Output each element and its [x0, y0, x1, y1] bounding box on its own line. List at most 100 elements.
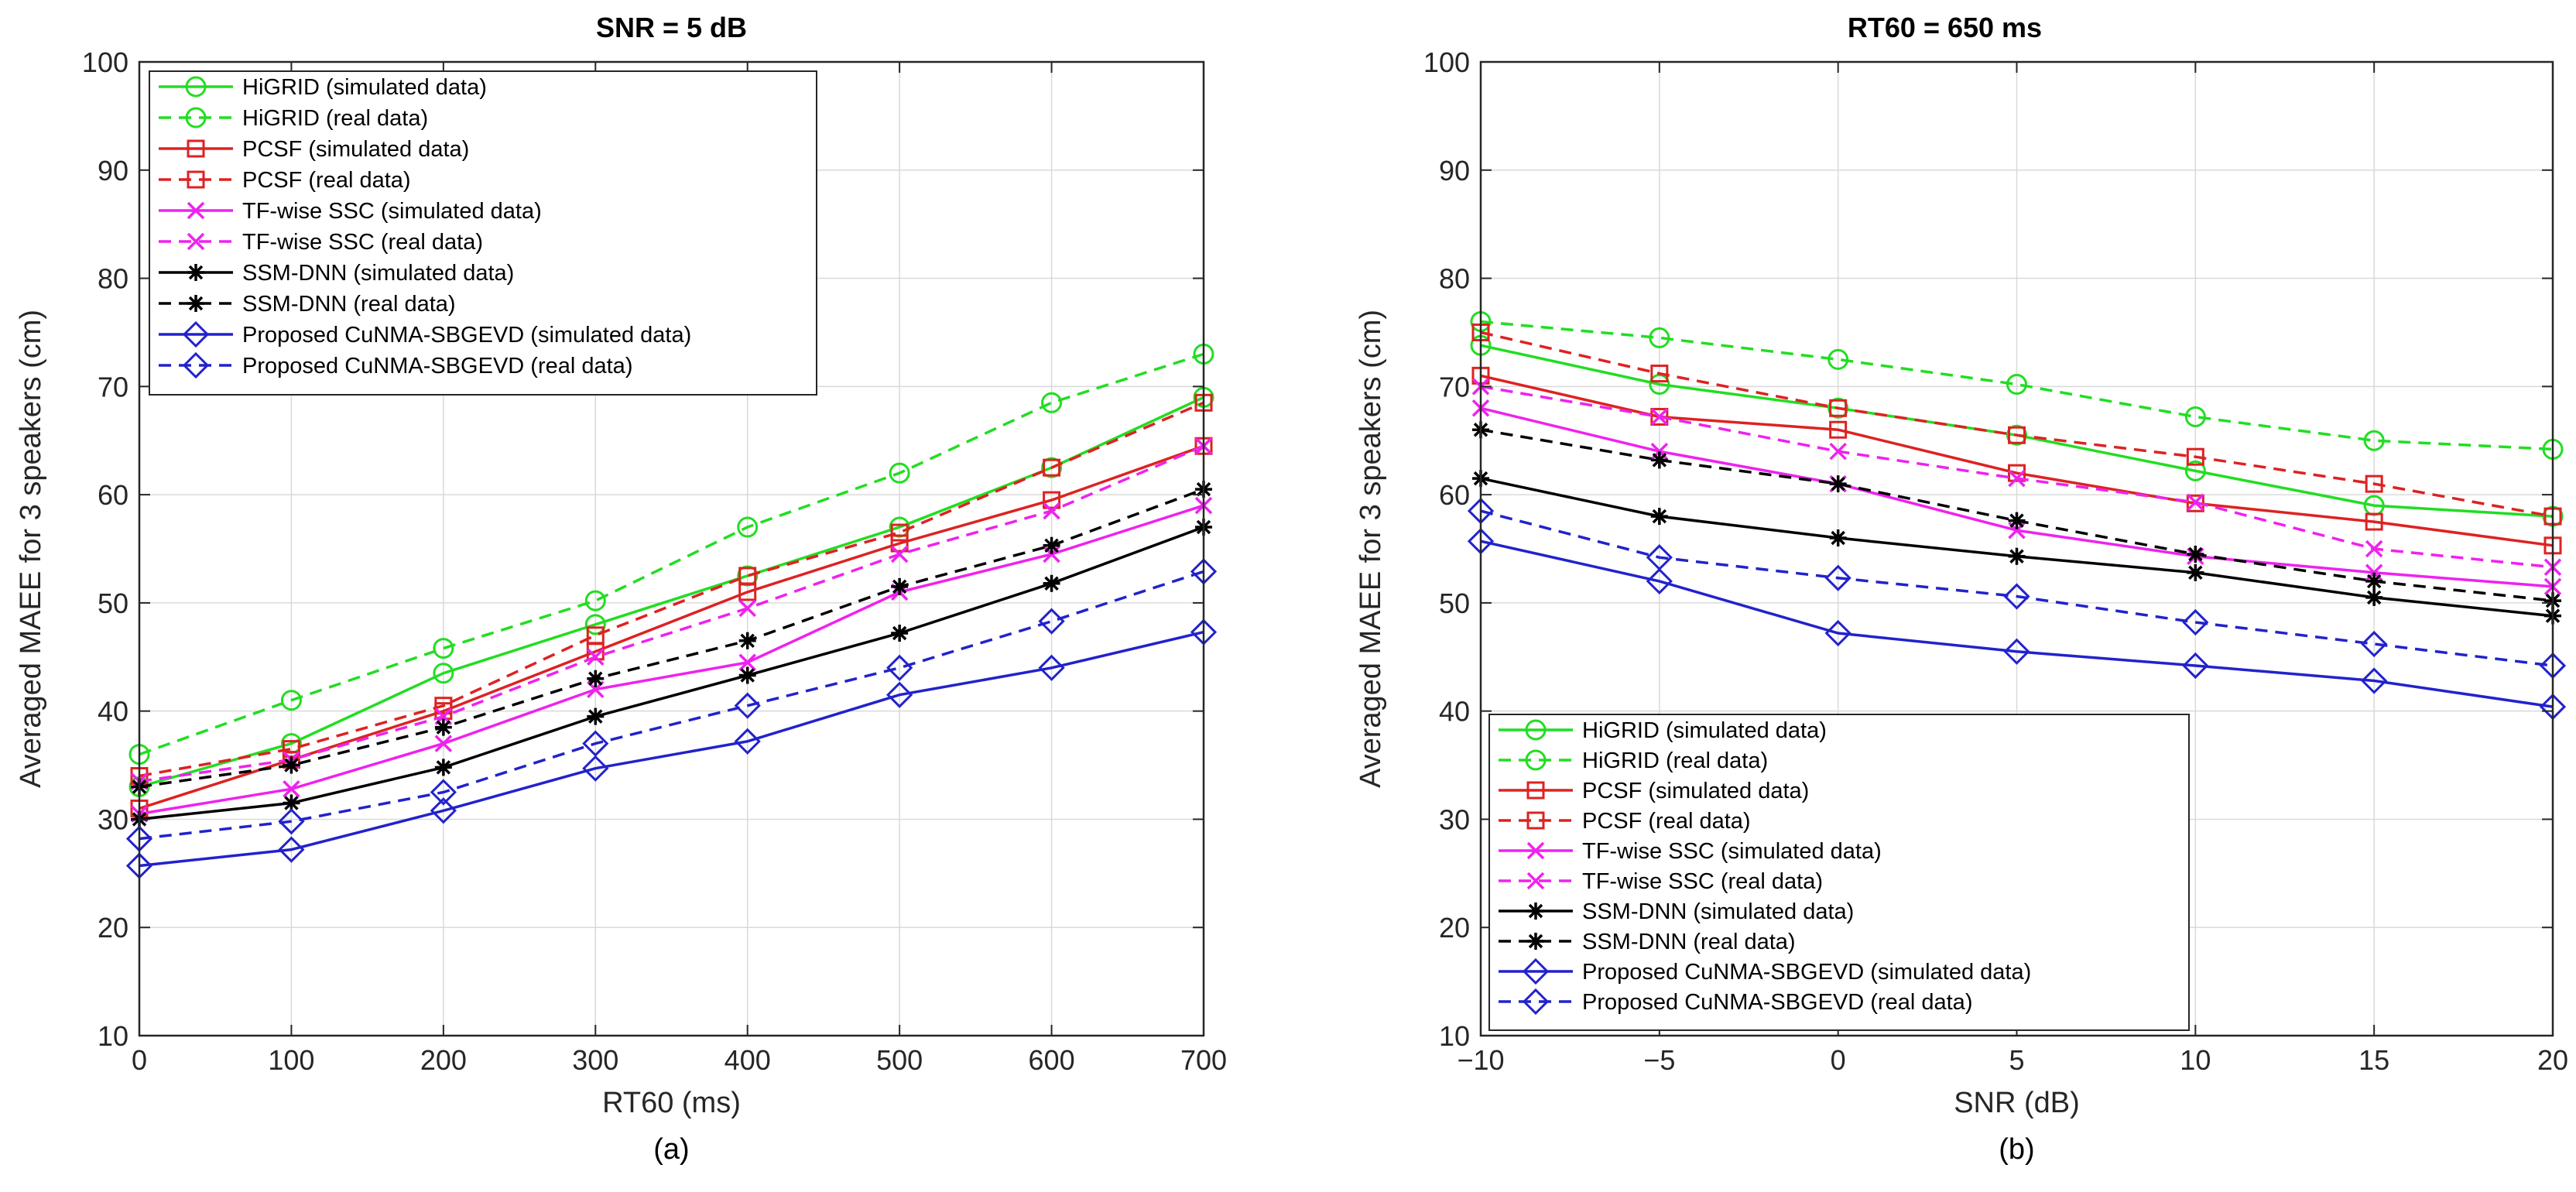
- data-point: [2003, 583, 2030, 610]
- data-point: [283, 780, 300, 798]
- data-point: [2365, 512, 2383, 531]
- y-tick-label: 40: [98, 696, 128, 728]
- data-point: [1650, 508, 1668, 526]
- chart-title: SNR = 5 dB: [596, 12, 747, 43]
- data-point: [283, 756, 300, 774]
- data-point: [1041, 392, 1063, 413]
- data-point: [1649, 374, 1670, 396]
- legend-label: SSM-DNN (real data): [242, 292, 456, 317]
- legend-marker: [187, 264, 204, 281]
- data-point: [280, 690, 302, 711]
- legend: HiGRID (simulated data) HiGRID (real data…: [149, 70, 817, 396]
- data-point: [1828, 348, 1849, 370]
- data-point: [738, 632, 756, 649]
- y-tick-label: 80: [98, 263, 128, 295]
- x-tick-label: 15: [2358, 1044, 2389, 1076]
- data-point: [737, 516, 759, 538]
- data-point: [2003, 638, 2030, 665]
- legend-marker: [1525, 749, 1547, 771]
- legend: HiGRID (simulated data) HiGRID (real data…: [1488, 714, 2190, 1031]
- y-tick-label: 30: [98, 803, 128, 835]
- series-line: [139, 630, 1204, 868]
- data-point: [434, 735, 453, 752]
- data-point: [2365, 474, 2383, 493]
- data-point: [434, 759, 452, 776]
- series-line: [139, 444, 1204, 810]
- legend-label: Proposed CuNMA-SBGEVD (simulated data): [1582, 960, 2031, 985]
- data-point: [2008, 426, 2026, 444]
- data-point: [1650, 407, 1669, 426]
- axis-ticks: 0 100 200 300 400 500 600 700 10 20 30 40 50 60 70 80 90…: [82, 46, 1227, 1076]
- data-point: [430, 779, 457, 806]
- data-point: [2361, 667, 2388, 694]
- data-point: [1043, 574, 1060, 592]
- y-axis-label: Averaged MAEE for 3 speakers (cm): [1355, 310, 1387, 788]
- y-tick-label: 80: [1439, 263, 1470, 295]
- x-tick-label: 0: [1831, 1044, 1846, 1076]
- data-point: [2365, 588, 2383, 606]
- y-tick-label: 60: [1439, 479, 1470, 511]
- data-point: [278, 808, 305, 835]
- y-tick-label: 70: [1439, 371, 1470, 402]
- legend-box: [1488, 714, 2190, 1031]
- data-point: [738, 567, 757, 585]
- y-axis-label: Averaged MAEE for 3 speakers (cm): [15, 310, 47, 788]
- x-tick-label: 500: [876, 1044, 923, 1076]
- data-point: [584, 614, 606, 635]
- x-tick-label: 600: [1029, 1044, 1075, 1076]
- data-point: [1038, 608, 1065, 635]
- plot-frame: [138, 60, 1205, 1037]
- legend-marker: [187, 295, 204, 312]
- data-point: [2363, 430, 2385, 451]
- legend-marker: [1526, 811, 1545, 830]
- data-point: [1829, 399, 1848, 417]
- data-point: [886, 681, 913, 708]
- data-point: [2008, 464, 2026, 482]
- legend-marker: [185, 107, 207, 128]
- x-tick-label: 10: [2180, 1044, 2211, 1076]
- data-point: [433, 663, 454, 684]
- legend-marker: [1522, 957, 1550, 985]
- legend-label: HiGRID (real data): [242, 106, 428, 131]
- data-point: [1650, 451, 1668, 469]
- data-point: [890, 523, 909, 542]
- chart-panel-b: RT60 = 650 ms −10 −5 0 5 10 15 20 10 20 30 40 50 60 7…: [1355, 12, 2568, 1166]
- data-point: [2187, 493, 2204, 512]
- legend-marker: [187, 232, 205, 251]
- x-tick-label: 5: [2009, 1044, 2024, 1076]
- x-tick-label: 400: [724, 1044, 771, 1076]
- data-point: [886, 654, 913, 681]
- data-point: [2182, 608, 2209, 636]
- data-point: [889, 462, 910, 484]
- y-tick-label: 90: [98, 155, 128, 187]
- legend-marker: [182, 351, 210, 379]
- data-point: [278, 836, 305, 863]
- legend-marker: [1527, 903, 1544, 920]
- y-tick-label: 90: [1439, 155, 1470, 187]
- data-point: [1829, 529, 1847, 547]
- data-point: [2365, 572, 2383, 590]
- x-axis-label: RT60 (ms): [602, 1087, 741, 1119]
- data-point: [584, 590, 606, 611]
- data-point: [433, 638, 454, 659]
- y-tick-label: 60: [98, 479, 128, 511]
- data-point: [1038, 654, 1065, 681]
- legend-marker: [187, 139, 205, 158]
- legend-marker: [187, 170, 205, 189]
- series-line: [139, 504, 1204, 816]
- data-point: [1650, 365, 1669, 383]
- data-point: [587, 670, 605, 687]
- x-tick-label: 100: [268, 1044, 314, 1076]
- legend-label: SSM-DNN (real data): [1582, 930, 1796, 954]
- legend-marker: [1525, 719, 1547, 741]
- y-tick-label: 50: [98, 587, 128, 619]
- y-tick-label: 50: [1439, 587, 1470, 619]
- data-point: [891, 577, 909, 595]
- data-point: [1646, 567, 1673, 595]
- data-point: [2361, 630, 2388, 658]
- legend-label: TF-wise SSC (real data): [1582, 869, 1823, 894]
- series-line: [139, 570, 1204, 841]
- series-line: [139, 396, 1204, 789]
- legend-marker: [1526, 781, 1545, 800]
- x-tick-label: −5: [1643, 1044, 1675, 1076]
